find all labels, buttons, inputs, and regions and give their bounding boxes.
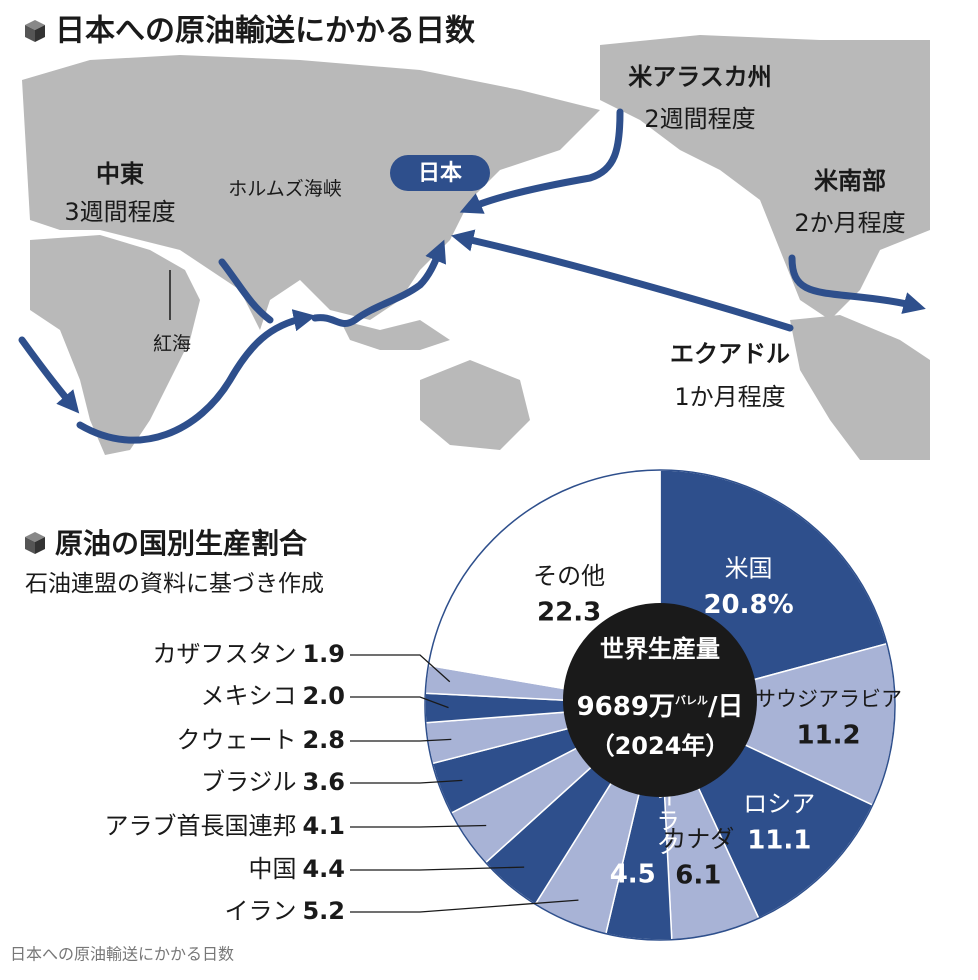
slice-label: ブラジル 3.6 (201, 768, 345, 796)
center-amount: 9689万バレル/日 (577, 692, 744, 722)
route-duration: 1か月程度 (674, 383, 785, 411)
slice-value: 2.8 (302, 726, 345, 754)
route-middle-east (76, 309, 316, 444)
strait-label: 紅海 (153, 333, 191, 355)
route-origin: エクアドル (670, 340, 790, 368)
category-name: クウェート (176, 726, 296, 754)
leader-line (350, 738, 452, 742)
leader-line (350, 696, 449, 709)
slice-label: カナダ (662, 825, 734, 853)
route-ecuador (451, 229, 794, 332)
center-title: 世界生産量 (600, 635, 720, 663)
pie: 米国20.8%サウジアラビア11.2ロシア11.1カナダ6.1イラク4.5イラン… (104, 469, 902, 941)
slice-value: 5.2 (302, 897, 345, 925)
chart-title: 原油の国別生産割合 (55, 527, 308, 560)
map-title: 日本への原油輸送にかかる日数 (55, 14, 476, 49)
pie-outline (424, 469, 896, 941)
amount: 9689万 (577, 692, 675, 722)
slice-label: 中国 4.4 (248, 855, 345, 883)
category-name: 中国 (248, 855, 296, 883)
per: /日 (708, 692, 744, 722)
route-duration: 2か月程度 (794, 209, 905, 237)
slice-label: メキシコ 2.0 (200, 682, 345, 710)
route-origin: 米南部 (814, 167, 886, 195)
japan-badge (390, 155, 490, 191)
category-name: アラブ首長国連邦 (104, 812, 296, 840)
center-disc (563, 603, 757, 797)
africa (30, 235, 200, 455)
category-name: イラン (224, 897, 296, 925)
route-origin: 米アラスカ州 (628, 63, 772, 91)
north-america (600, 35, 930, 320)
chart-subtitle: 石油連盟の資料に基づき作成 (25, 571, 324, 597)
slice-value: 22.3 (537, 598, 601, 628)
route-origin: 中東 (96, 160, 144, 188)
australia (420, 360, 530, 450)
leader-line (350, 779, 463, 784)
slice-label: アラブ首長国連邦 4.1 (104, 812, 345, 840)
center-year: （2024年） (591, 732, 730, 760)
slice-label: イラン 5.2 (224, 897, 345, 925)
leader-line (350, 654, 451, 683)
slice-value: 2.0 (302, 682, 345, 710)
route-duration: 2週間程度 (644, 105, 755, 133)
category-name: ブラジル (201, 768, 297, 796)
route-malacca (311, 239, 447, 327)
category-name: カザフスタン (152, 640, 296, 668)
route-alaska (459, 108, 624, 214)
slice-label: サウジアラビア (755, 687, 902, 711)
unit: バレル (675, 694, 708, 707)
japan-label: 日本 (418, 161, 462, 186)
slice-value: 4.1 (302, 812, 345, 840)
slice-value: 3.6 (302, 768, 345, 796)
slice-label: カザフスタン 1.9 (152, 640, 345, 668)
route-hormuz (218, 258, 274, 324)
slice-label: ロシア (743, 790, 815, 818)
leader-line (350, 866, 525, 871)
south-america (790, 315, 930, 460)
leader-line (350, 899, 579, 913)
route-duration: 3週間程度 (64, 198, 175, 226)
slice-value: 6.1 (675, 861, 721, 891)
route-us-south (788, 254, 926, 314)
slice-value: 11.2 (796, 720, 860, 750)
caption: 日本への原油輸送にかかる日数 (10, 945, 234, 964)
slice-value: 11.1 (747, 826, 811, 856)
leader-line (350, 824, 487, 828)
slice-value: 4.4 (302, 855, 345, 883)
map: 日本 中東 3週間程度 米アラスカ州 2週間程度 米南部 2か月程度 エクアドル… (18, 30, 930, 460)
title-icon (25, 20, 45, 42)
strait-label: ホルムズ海峡 (228, 178, 342, 200)
slice-label: クウェート 2.8 (176, 726, 345, 754)
eurasia (22, 55, 600, 330)
southeast-asia (340, 320, 450, 350)
slice-value: 20.8% (703, 590, 793, 620)
slice-label: その他 (533, 562, 605, 590)
slice-value: 1.9 (302, 640, 345, 668)
japan-land (420, 200, 455, 245)
slice-value: 4.5 (610, 860, 656, 890)
route-europe (18, 336, 80, 414)
category-name: メキシコ (200, 682, 296, 710)
title-icon (25, 532, 45, 554)
slice-label: 米国 (725, 554, 773, 582)
